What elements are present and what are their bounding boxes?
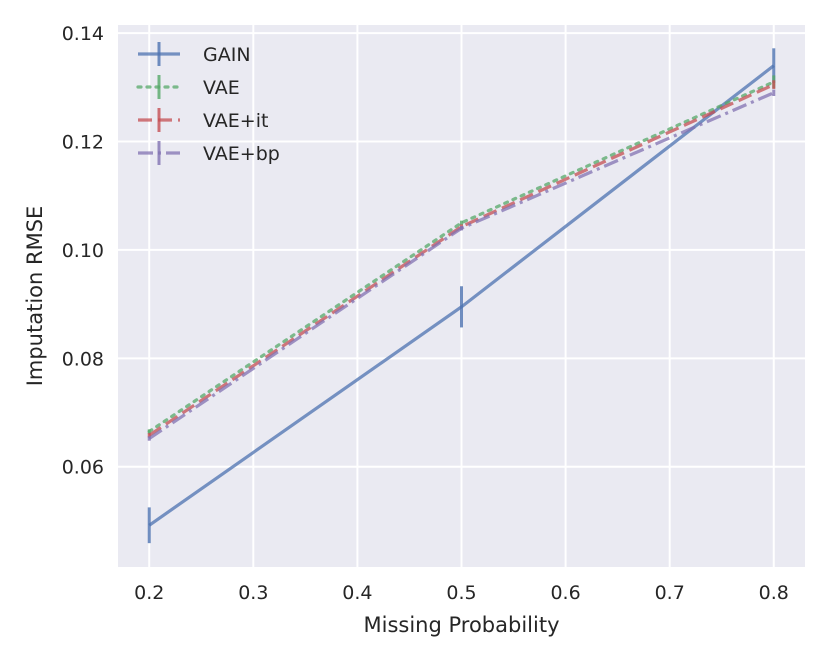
legend-label: GAIN xyxy=(203,44,251,66)
x-tick-label: 0.2 xyxy=(134,582,164,604)
x-tick-label: 0.4 xyxy=(342,582,372,604)
x-tick-label: 0.5 xyxy=(446,582,476,604)
legend-label: VAE+it xyxy=(203,110,268,132)
y-tick-label: 0.06 xyxy=(62,457,104,479)
legend-label: VAE+bp xyxy=(203,143,280,165)
series-line-vae xyxy=(147,80,776,434)
y-tick-label: 0.10 xyxy=(62,240,104,262)
y-tick-label: 0.12 xyxy=(62,132,104,154)
x-tick-label: 0.8 xyxy=(759,582,789,604)
legend: GAIN VAE VAE+it VAE+bp xyxy=(136,42,280,165)
x-axis-label: Missing Probability xyxy=(364,613,560,637)
series-line-vae-it xyxy=(148,83,775,437)
x-tick-label: 0.7 xyxy=(655,582,685,604)
x-tick-label: 0.6 xyxy=(550,582,580,604)
legend-label: VAE xyxy=(203,77,240,99)
series-lines xyxy=(147,48,776,544)
y-axis-label: Imputation RMSE xyxy=(23,206,47,387)
y-tick-label: 0.08 xyxy=(62,348,104,370)
y-tick-label: 0.14 xyxy=(62,23,104,45)
x-tick-label: 0.3 xyxy=(238,582,268,604)
tick-labels: 0.2 0.3 0.4 0.5 0.6 0.7 0.8 0.06 0.08 0.10 0.12 0.1… xyxy=(62,23,789,604)
